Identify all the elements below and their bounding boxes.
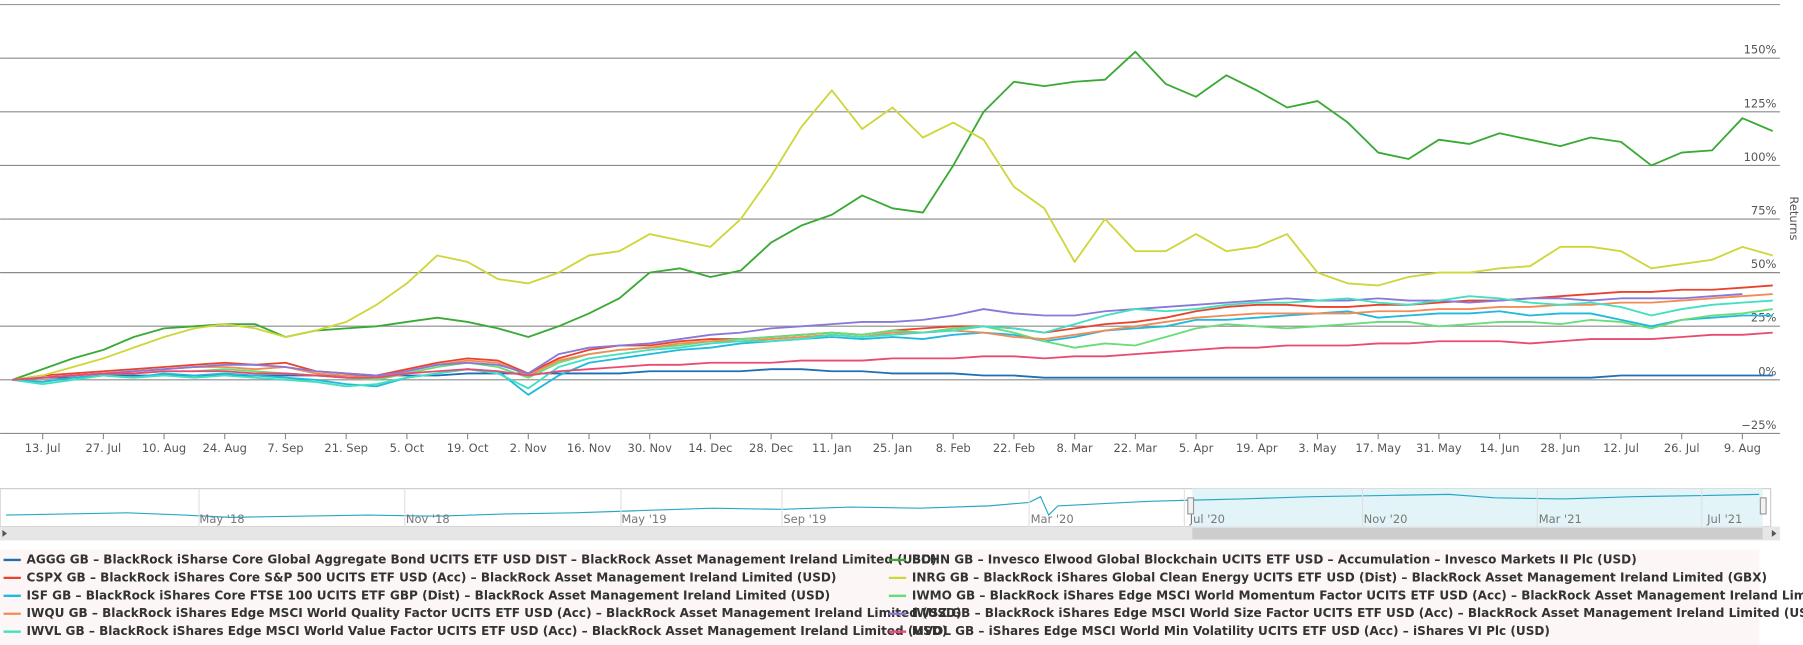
- x-tick-label: 11. Jan: [812, 441, 852, 455]
- x-tick-label: 8. Feb: [936, 441, 971, 455]
- navigator-label: Mar '21: [1539, 512, 1582, 526]
- x-tick-label: 14. Dec: [688, 441, 732, 455]
- x-tick-label: 7. Sep: [267, 441, 303, 455]
- x-tick-label: 14. Jun: [1480, 441, 1520, 455]
- y-tick-label: 75%: [1751, 203, 1777, 217]
- navigator-handle[interactable]: [1187, 497, 1195, 515]
- scroll-right-arrow[interactable]: [1771, 530, 1777, 537]
- series-layer: [11, 50, 1774, 396]
- x-tick-label: 17. May: [1355, 441, 1401, 455]
- y-tick-label: 125%: [1744, 96, 1777, 110]
- series-line: [12, 310, 1773, 396]
- x-tick-label: 22. Feb: [993, 441, 1035, 455]
- navigator-label: Jul '21: [1706, 512, 1742, 526]
- legend-label[interactable]: ISF GB – BlackRock iShares Core FTSE 100…: [27, 588, 831, 602]
- y-tick-label: 150%: [1744, 43, 1777, 57]
- y-tick-label: −25%: [1741, 418, 1776, 432]
- navigator: May '18 Nov '18 May '19 Sep '19 Mar '20 Jul '…: [0, 488, 1780, 541]
- navigator-label: Jul '20: [1189, 512, 1225, 526]
- x-tick-label: 28. Dec: [749, 441, 793, 455]
- navigator-handle[interactable]: [1759, 497, 1767, 515]
- x-tick-label: 28. Jun: [1540, 441, 1580, 455]
- navigator-label: May '19: [621, 512, 666, 526]
- legend-background: [0, 549, 1760, 645]
- x-tick-label: 5. Oct: [390, 441, 425, 455]
- series-line: [12, 293, 1743, 381]
- x-tick-label: 19. Apr: [1236, 441, 1278, 455]
- x-tick-label: 12. Jul: [1603, 441, 1639, 455]
- x-tick-label: 27. Jul: [85, 441, 121, 455]
- legend-label[interactable]: IWSZ GB – BlackRock iShares Edge MSCI Wo…: [912, 606, 1803, 620]
- legend-label[interactable]: CSPX GB – BlackRock iShares Core S&P 500…: [27, 570, 837, 584]
- y-tick-label: 50%: [1751, 257, 1777, 271]
- legend-label[interactable]: MVOL GB – iShares Edge MSCI World Min Vo…: [912, 624, 1550, 638]
- x-tick-label: 26. Jul: [1664, 441, 1700, 455]
- x-tick-label: 3. May: [1298, 441, 1337, 455]
- navigator-line: [5, 493, 1760, 518]
- navigator-selection[interactable]: [1192, 488, 1763, 527]
- series-line: [12, 295, 1773, 390]
- y-tick-label: 100%: [1744, 150, 1777, 164]
- x-tick-label: 9. Aug: [1724, 441, 1761, 455]
- x-tick-label: 10. Aug: [142, 441, 186, 455]
- x-tick-label: 24. Aug: [203, 441, 247, 455]
- series-line: [12, 293, 1773, 381]
- scrollbar-thumb[interactable]: [1192, 527, 1763, 540]
- scroll-left-arrow[interactable]: [2, 530, 8, 537]
- navigator-label: May '18: [199, 512, 244, 526]
- x-tick-label: 21. Sep: [324, 441, 368, 455]
- x-tick-label: 2. Nov: [510, 441, 547, 455]
- x-tick-label: 8. Mar: [1057, 441, 1094, 455]
- series-line: [12, 331, 1773, 381]
- navigator-label: Mar '20: [1031, 512, 1074, 526]
- x-tick-label: 31. May: [1416, 441, 1462, 455]
- navigator-label: Nov '18: [406, 512, 450, 526]
- x-tick-label: 16. Nov: [567, 441, 612, 455]
- legend-label[interactable]: IWQU GB – BlackRock iShares Edge MSCI Wo…: [27, 606, 962, 620]
- legend-label[interactable]: IWVL GB – BlackRock iShares Edge MSCI Wo…: [27, 624, 948, 638]
- series-line: [12, 368, 1773, 381]
- x-tick-label: 5. Apr: [1179, 441, 1214, 455]
- series-line: [12, 89, 1774, 381]
- navigator-label: Sep '19: [783, 512, 826, 526]
- y-tick-label: 25%: [1751, 311, 1777, 325]
- x-tick-label: 19. Oct: [447, 441, 489, 455]
- legend-label[interactable]: BCHN GB – Invesco Elwood Global Blockcha…: [912, 552, 1637, 566]
- legend-label[interactable]: AGGG GB – BlackRock iSharse Core Global …: [27, 552, 937, 566]
- legend-label[interactable]: IWMO GB – BlackRock iShares Edge MSCI Wo…: [912, 588, 1803, 602]
- x-tick-label: 30. Nov: [628, 441, 673, 455]
- navigator-label: Nov '20: [1364, 512, 1408, 526]
- x-tick-label: 25. Jan: [873, 441, 913, 455]
- x-tick-label: 13. Jul: [25, 441, 61, 455]
- legend-label[interactable]: INRG GB – BlackRock iShares Global Clean…: [912, 570, 1767, 584]
- y-axis-title: Returns: [1787, 196, 1801, 240]
- x-tick-label: 22. Mar: [1114, 441, 1158, 455]
- series-line: [12, 308, 1773, 381]
